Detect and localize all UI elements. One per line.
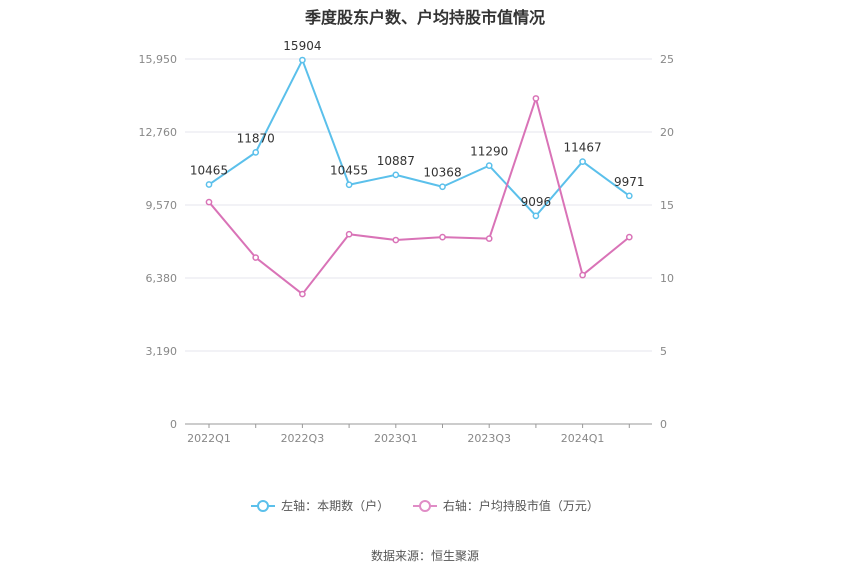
x-tick-label: 2023Q1 [374,432,418,445]
data-labels: 10465 11870 15904 10455 10887 10368 11290 9096 1… [190,39,645,209]
legend: 左轴：本期数（户） 右轴：户均持股市值（万元） [0,497,850,515]
y-left-tick-label: 15,950 [139,53,178,66]
data-point-left [205,181,213,188]
data-point-right [579,271,586,279]
data-label: 10455 [330,164,368,178]
x-tick-label: 2023Q3 [467,432,511,445]
y-right-tick-label: 20 [660,126,674,139]
legend-left-marker-icon [251,499,276,512]
y-left-tick-label: 9,570 [146,199,178,212]
data-label: 9971 [614,175,645,189]
data-point-right [205,198,213,206]
data-point-right [299,290,306,298]
data-label: 11467 [564,141,602,155]
data-point-left [299,56,306,64]
y-right-tick-label: 10 [660,272,674,285]
data-label: 10368 [423,166,461,180]
data-point-left [439,183,446,191]
y-right-tick-label: 5 [660,345,667,358]
data-point-right [252,254,260,261]
data-point-left [345,181,353,189]
y-left-tick-label: 3,190 [146,345,178,358]
data-point-right [345,230,353,238]
data-point-left [579,158,586,165]
series [205,56,633,298]
data-source: 数据来源：恒生聚源 [370,549,479,563]
data-label: 9096 [521,195,552,209]
y-left-tick-label: 0 [170,418,177,431]
data-label: 10465 [190,164,228,178]
x-tick-label: 2022Q3 [281,432,325,445]
y-right-tick-label: 15 [660,199,674,212]
x-tick-label: 2022Q1 [187,432,231,445]
axes: 0 0 3,190 5 6,380 10 9,570 15 12,760 20 15,950 25 20… [139,53,675,445]
data-point-right [532,95,540,102]
data-point-left [485,162,493,169]
legend-item-left[interactable]: 左轴：本期数（户） [251,497,389,514]
data-label: 11870 [237,131,275,145]
legend-left-label: 左轴：本期数（户） [281,499,390,513]
data-point-left [252,149,260,156]
data-point-right [625,233,633,241]
y-right-tick-label: 25 [660,53,674,66]
data-point-right [485,235,493,242]
y-left-tick-label: 6,380 [146,272,178,285]
legend-item-right[interactable]: 右轴：户均持股市值（万元） [412,497,599,514]
data-label: 10887 [377,154,415,168]
chart-title: 季度股东户数、户均持股市值情况 [304,8,545,27]
data-point-right [439,233,446,241]
data-point-left [532,212,540,220]
legend-right-label: 右轴：户均持股市值（万元） [442,499,599,513]
y-left-tick-label: 12,760 [139,126,178,139]
legend-right-marker-icon [412,499,437,512]
data-label: 11290 [470,145,508,159]
series-line-right [208,97,630,296]
y-right-tick-label: 0 [660,418,667,431]
data-label: 15904 [283,39,321,53]
data-point-right [392,236,400,244]
gridlines [185,58,652,352]
data-point-left [392,171,400,179]
data-point-left [625,192,633,200]
x-tick-label: 2024Q1 [561,432,605,445]
